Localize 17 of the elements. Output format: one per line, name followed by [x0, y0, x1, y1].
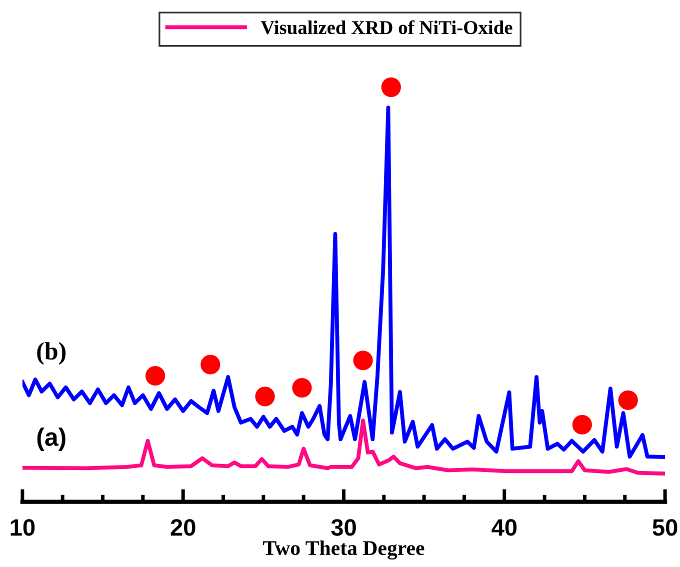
point	[292, 378, 312, 398]
annotation: (b)	[37, 342, 66, 365]
x-tick-label: 10	[10, 519, 35, 536]
point	[255, 386, 275, 406]
point	[145, 366, 166, 386]
x-tick-label: 50	[652, 519, 678, 536]
x-axis-title: Two Theta Degree	[263, 540, 424, 560]
point	[353, 350, 373, 370]
point	[200, 354, 220, 374]
legend-label: Visualized XRD of NiTi-Oxide	[260, 20, 512, 34]
x-tick-label: 40	[492, 519, 517, 536]
x-tick-label: 30	[331, 519, 356, 536]
x-tick-label: 20	[170, 519, 196, 536]
annotation: (a)	[37, 428, 66, 451]
point	[618, 390, 638, 410]
point	[572, 414, 592, 435]
point	[381, 77, 401, 98]
